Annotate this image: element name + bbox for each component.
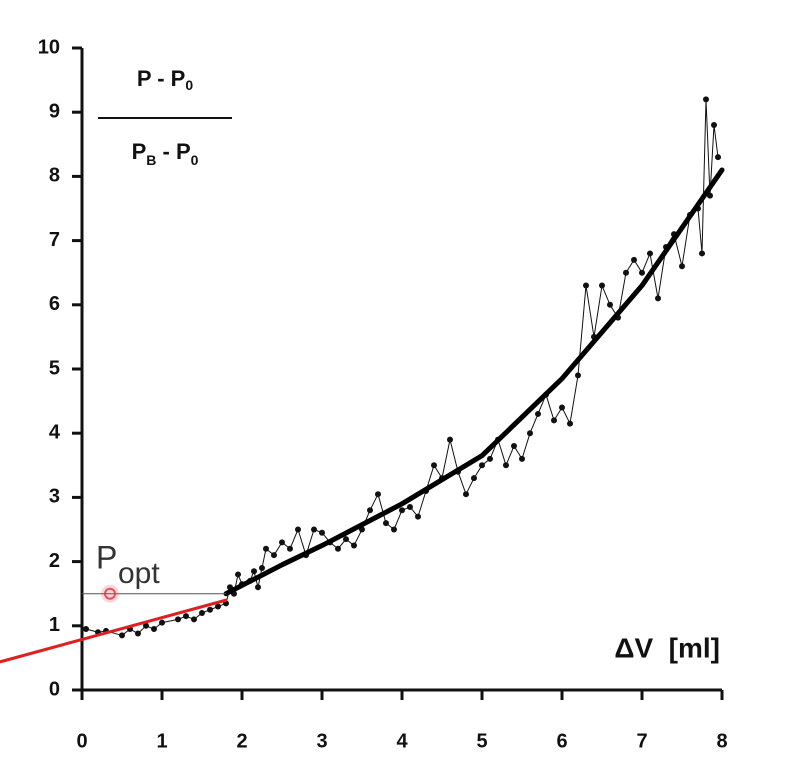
data-point [271, 552, 277, 559]
y-tick-label: 3 [49, 486, 60, 508]
data-point [679, 263, 685, 270]
y-tick-label: 8 [49, 165, 60, 187]
annotation-glow [101, 584, 119, 603]
data-point [391, 526, 397, 533]
y-label-part: 0 [191, 152, 199, 168]
data-point [511, 443, 517, 450]
data-point [199, 609, 205, 616]
data-point [235, 571, 241, 578]
data-point [535, 410, 541, 417]
data-point [583, 282, 589, 289]
data-point [191, 616, 197, 623]
data-point [279, 539, 285, 546]
x-tick-label: 6 [556, 730, 567, 752]
data-point [367, 507, 373, 514]
y-label-part: P - P [137, 66, 186, 91]
data-point [335, 545, 341, 552]
data-point [479, 462, 485, 469]
annotation-sub: opt [118, 557, 160, 590]
data-point [471, 475, 477, 482]
data-point [151, 626, 157, 633]
data-point [251, 568, 257, 575]
y-label-part: - P [156, 139, 190, 164]
y-tick-label: 1 [49, 614, 60, 636]
data-point [399, 507, 405, 514]
series-line [223, 167, 725, 597]
data-point [135, 630, 141, 637]
series-line [85, 98, 719, 636]
x-tick-label: 2 [236, 730, 247, 752]
data-point [503, 462, 509, 469]
data-point [287, 545, 293, 552]
x-tick-label: 4 [396, 730, 408, 752]
y-tick-label: 6 [49, 293, 60, 315]
data-point [551, 417, 557, 424]
y-tick-label: 5 [49, 357, 60, 379]
y-tick-label: 0 [49, 678, 60, 700]
data-point [519, 455, 525, 462]
data-point [699, 250, 705, 257]
x-tick-label: 3 [316, 730, 327, 752]
data-point [703, 96, 709, 103]
data-point [607, 301, 613, 308]
data-point [487, 455, 493, 462]
y-tick-label: 4 [49, 421, 61, 443]
data-point [119, 632, 125, 639]
y-tick-label: 9 [49, 100, 60, 122]
data-point [175, 616, 181, 623]
y-tick-label: 2 [49, 550, 60, 572]
data-point [259, 565, 265, 572]
data-point [599, 282, 605, 289]
y-label-numerator: P - P0 [137, 66, 194, 93]
data-point [207, 606, 213, 613]
data-point [295, 526, 301, 533]
y-label-part: B [146, 152, 156, 168]
series-line [0, 598, 228, 664]
data-point [711, 122, 717, 129]
x-tick-label: 1 [156, 730, 167, 752]
x-tick-label: 8 [716, 730, 727, 752]
data-point [707, 192, 713, 199]
x-tick-label: 5 [476, 730, 487, 752]
data-point [83, 626, 89, 633]
y-label-part: P [132, 139, 147, 164]
annotation-text: P [96, 539, 117, 575]
data-point [447, 436, 453, 443]
data-point [647, 250, 653, 257]
y-tick-label: 10 [38, 36, 60, 58]
data-point [715, 154, 721, 161]
data-point [343, 536, 349, 543]
data-point [655, 295, 661, 302]
data-point [375, 491, 381, 498]
y-label-part: 0 [185, 77, 193, 93]
data-point [463, 491, 469, 498]
annotation-point [104, 587, 116, 600]
data-point [567, 420, 573, 427]
y-tick-label: 7 [49, 229, 60, 251]
data-point [255, 584, 261, 591]
data-point [575, 372, 581, 379]
data-point [559, 404, 565, 411]
data-point [183, 613, 189, 620]
data-point [159, 619, 165, 626]
data-point [623, 269, 629, 276]
data-point [639, 269, 645, 276]
data-point [415, 513, 421, 520]
data-point [383, 520, 389, 527]
data-point [215, 603, 221, 610]
data-point [143, 622, 149, 629]
y-label-denominator: PB - P0 [132, 139, 199, 168]
data-point [319, 529, 325, 536]
x-tick-label: 0 [76, 730, 87, 752]
x-label: ΔV [ml] [614, 632, 720, 663]
data-point [407, 504, 413, 511]
x-tick-label: 7 [636, 730, 647, 752]
data-point [351, 542, 357, 549]
data-point [431, 462, 437, 469]
data-point [631, 256, 637, 263]
data-point [311, 526, 317, 533]
data-point [527, 430, 533, 437]
data-point [263, 545, 269, 552]
